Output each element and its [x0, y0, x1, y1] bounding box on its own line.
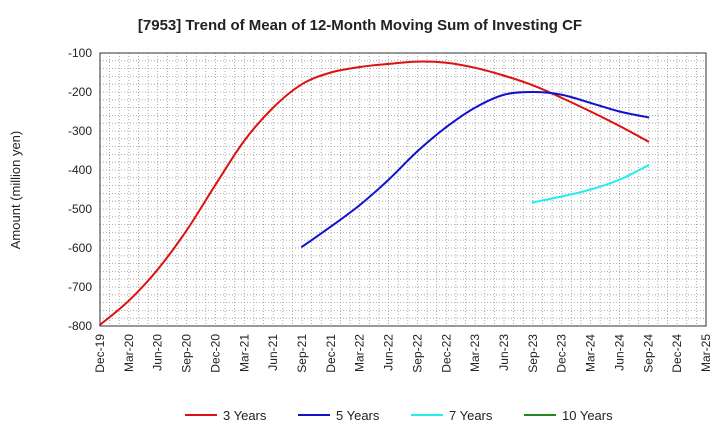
y-tick-label: -400 — [68, 163, 92, 177]
x-tick-label: Dec-19 — [93, 334, 107, 373]
y-axis-label: Amount (million yen) — [8, 131, 23, 250]
y-tick-label: -700 — [68, 280, 92, 294]
x-tick-label: Sep-21 — [295, 334, 309, 373]
y-tick-label: -300 — [68, 124, 92, 138]
legend-label-7-years: 7 Years — [449, 408, 493, 423]
x-tick-label: Jun-24 — [612, 334, 626, 371]
legend-label-3-years: 3 Years — [223, 408, 267, 423]
x-tick-label: Sep-23 — [526, 334, 540, 373]
legend: 3 Years 5 Years 7 Years 10 Years — [185, 408, 613, 423]
x-tick-label: Jun-20 — [151, 334, 165, 371]
chart-title: [7953] Trend of Mean of 12-Month Moving … — [138, 17, 582, 34]
plot-background — [100, 53, 706, 326]
y-axis-ticks: -100 -200 -300 -400 -500 -600 -700 -800 — [68, 46, 92, 333]
series-lines — [99, 60, 650, 326]
y-tick-label: -100 — [68, 46, 92, 60]
x-tick-label: Dec-24 — [670, 334, 684, 373]
legend-label-5-years: 5 Years — [336, 408, 380, 423]
x-tick-label: Dec-23 — [555, 334, 569, 373]
legend-label-10-years: 10 Years — [562, 408, 613, 423]
x-tick-label: Mar-24 — [584, 334, 598, 372]
x-tick-label: Dec-20 — [208, 334, 222, 373]
y-tick-label: -600 — [68, 241, 92, 255]
x-tick-label: Dec-22 — [439, 334, 453, 373]
y-tick-label: -500 — [68, 202, 92, 216]
x-axis-ticks: Dec-19 Mar-20 Jun-20 Sep-20 Dec-20 Mar-21 Jun-… — [93, 334, 713, 373]
x-tick-label: Jun-22 — [382, 334, 396, 371]
x-tick-label: Sep-20 — [180, 334, 194, 373]
series-line-3-years — [99, 60, 650, 326]
plot-area — [99, 52, 707, 327]
y-tick-label: -800 — [68, 319, 92, 333]
plot-frame — [99, 52, 707, 327]
x-tick-label: Mar-21 — [237, 334, 251, 372]
x-tick-label: Sep-22 — [410, 334, 424, 373]
x-tick-label: Mar-20 — [122, 334, 136, 372]
x-tick-label: Mar-25 — [699, 334, 713, 372]
series-line-5-years — [301, 91, 650, 248]
x-tick-label: Mar-22 — [353, 334, 367, 372]
x-tick-label: Jun-23 — [497, 334, 511, 371]
series-line-7-years — [531, 164, 650, 204]
x-tick-label: Sep-24 — [641, 334, 655, 373]
x-tick-label: Dec-21 — [324, 334, 338, 373]
x-tick-label: Jun-21 — [266, 334, 280, 371]
x-tick-label: Mar-23 — [468, 334, 482, 372]
y-tick-label: -200 — [68, 85, 92, 99]
